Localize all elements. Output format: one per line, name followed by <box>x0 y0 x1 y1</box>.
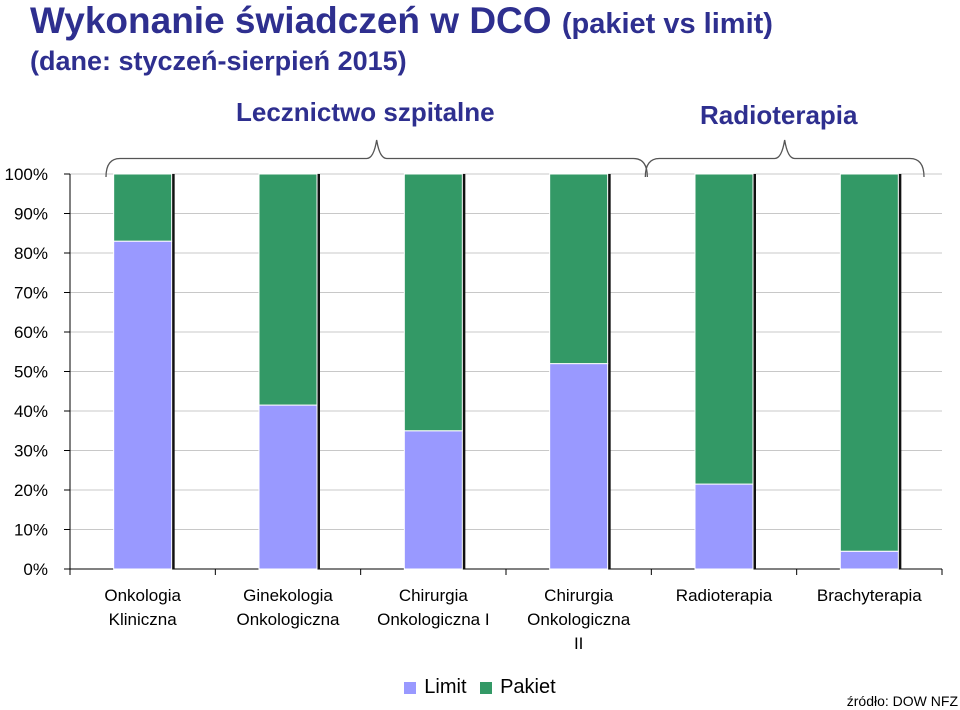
x-category-label: Ginekologia <box>243 586 333 605</box>
y-tick-label: 10% <box>14 521 48 540</box>
y-tick-label: 50% <box>14 363 48 382</box>
bar-shadow <box>607 174 611 569</box>
y-tick-label: 20% <box>14 481 48 500</box>
legend-item-limit: Limit <box>404 676 467 699</box>
bar-limit <box>258 404 318 570</box>
bar-pakiet <box>694 173 754 485</box>
x-category-label: Onkologia <box>104 586 181 605</box>
chart-title-suffix: (pakiet vs limit) <box>561 8 773 40</box>
title-block: Wykonanie świadczeń w DCO (pakiet vs lim… <box>30 0 773 77</box>
bar-pakiet <box>403 173 463 432</box>
bar-shadow <box>753 174 756 569</box>
bar-limit <box>549 363 609 570</box>
x-category-label: Onkologiczna <box>236 610 340 629</box>
bar-limit <box>113 240 173 570</box>
brace-lecznictwo <box>105 139 648 178</box>
x-category-label: Kliniczna <box>109 610 178 629</box>
y-tick-label: 80% <box>14 244 48 263</box>
bar-limit <box>839 550 899 570</box>
bar-limit <box>694 483 754 570</box>
bar-pakiet <box>113 173 173 242</box>
chart-title: Wykonanie świadczeń w DCO (pakiet vs lim… <box>30 0 773 45</box>
bar-pakiet <box>839 173 899 552</box>
legend-swatch-pakiet <box>480 681 493 694</box>
x-category-label: II <box>574 634 583 653</box>
y-tick-label: 60% <box>14 323 48 342</box>
group-label-lecznictwo: Lecznictwo szpitalne <box>236 97 495 127</box>
legend-item-pakiet: Pakiet <box>480 676 556 699</box>
bar-pakiet <box>549 173 609 365</box>
legend-label-limit: Limit <box>424 676 467 698</box>
x-category-label: Onkologiczna <box>527 610 631 629</box>
y-tick-label: 100% <box>5 165 48 184</box>
y-tick-label: 30% <box>14 442 48 461</box>
x-category-label: Brachyterapia <box>817 586 922 605</box>
x-category-label: Radioterapia <box>676 586 773 605</box>
y-tick-label: 40% <box>14 402 48 421</box>
chart-title-main: Wykonanie świadczeń w DCO <box>30 0 552 41</box>
y-tick-label: 0% <box>23 560 48 579</box>
legend-label-pakiet: Pakiet <box>500 676 556 698</box>
bar-shadow <box>462 174 466 569</box>
x-category-label: Onkologiczna I <box>377 610 489 629</box>
bar-shadow <box>317 174 320 569</box>
x-category-label: Chirurgia <box>544 586 614 605</box>
group-label-radioterapia: Radioterapia <box>700 100 858 130</box>
y-tick-label: 90% <box>14 205 48 224</box>
chart-subtitle: (dane: styczeń-sierpień 2015) <box>30 46 407 76</box>
source-note: źródło: DOW NFZ <box>846 693 958 709</box>
bar-pakiet <box>258 173 318 406</box>
legend: Limit Pakiet <box>0 676 960 700</box>
bar-shadow <box>171 174 175 569</box>
y-tick-label: 70% <box>14 284 48 303</box>
bar-shadow <box>898 174 902 569</box>
legend-swatch-limit <box>404 681 417 694</box>
x-category-label: Chirurgia <box>399 586 469 605</box>
brace-radioterapia <box>644 139 925 178</box>
bar-limit <box>403 430 463 570</box>
